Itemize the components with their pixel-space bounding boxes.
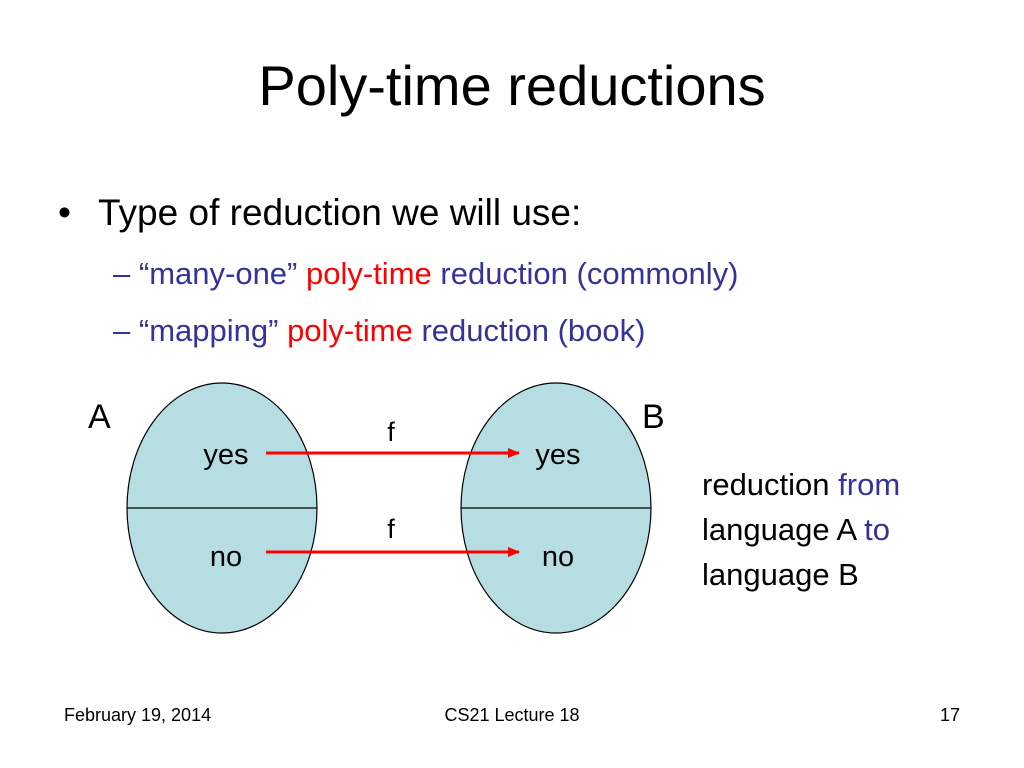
sub-bullet-many-one: – “many-one” poly-time reduction (common… — [113, 256, 739, 291]
reduction-note: reduction from language A to language B — [702, 462, 900, 597]
language-b-label: B — [642, 398, 665, 436]
language-b-no: no — [542, 541, 574, 573]
note-line-2: language A to — [702, 507, 900, 552]
language-a-set: A yes no — [88, 382, 318, 634]
note-to: to — [864, 512, 890, 547]
bullet-marker: • — [58, 192, 71, 233]
language-b-set: B yes no — [460, 382, 665, 634]
sub-bullet-mapping: – “mapping” poly-time reduction (book) — [113, 313, 646, 348]
footer-course: CS21 Lecture 18 — [444, 705, 580, 725]
language-a-yes: yes — [203, 439, 248, 471]
reduction-arrows: f f — [266, 417, 520, 557]
sub-bullet-rest: reduction (book) — [421, 313, 646, 348]
note-line-1: reduction from — [702, 462, 900, 507]
sub-bullet-quoted: “many-one” — [138, 256, 298, 291]
slide-title: Poly-time reductions — [258, 54, 766, 117]
footer-page-number: 17 — [939, 705, 960, 725]
sub-bullet-quoted: “mapping” — [138, 313, 279, 348]
sub-bullet-highlight: poly-time — [306, 256, 432, 291]
note-from: from — [838, 467, 901, 502]
main-bullet-text: Type of reduction we will use: — [98, 192, 582, 233]
sub-bullet-dash: – — [113, 313, 131, 348]
footer-date: February 19, 2014 — [64, 705, 212, 725]
sub-bullet-highlight: poly-time — [287, 313, 413, 348]
arrow-label-yes: f — [387, 417, 395, 447]
note-line-2-text: language A — [702, 512, 856, 547]
note-line-1-text: reduction — [702, 467, 830, 502]
language-a-no: no — [210, 541, 242, 573]
language-b-yes: yes — [535, 439, 580, 471]
main-bullet: • Type of reduction we will use: — [58, 192, 582, 234]
language-a-label: A — [88, 398, 111, 436]
arrow-label-no: f — [387, 514, 395, 544]
note-line-3: language B — [702, 557, 859, 592]
sub-bullet-rest: reduction (commonly) — [440, 256, 739, 291]
sub-bullet-dash: – — [113, 256, 131, 291]
